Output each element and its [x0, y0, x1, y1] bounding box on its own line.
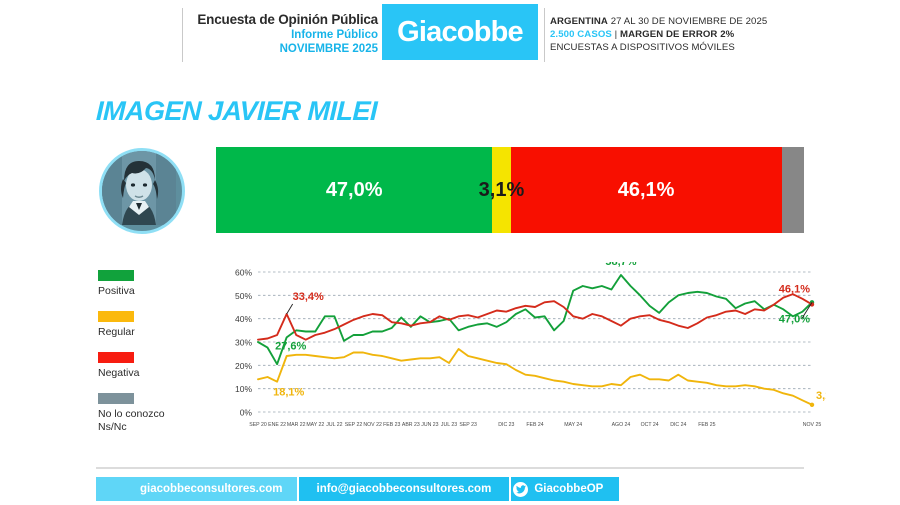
legend-label-negativa: Negativa [98, 367, 140, 379]
footer-bar: giacobbeconsultores.com info@giacobbecon… [96, 477, 620, 501]
chart-annotation: 33,4% [293, 291, 324, 303]
header-divider-left [182, 8, 183, 62]
legend-label-regular: Regular [98, 326, 135, 338]
footer-separator-1 [296, 477, 299, 501]
footer-website[interactable]: giacobbeconsultores.com [96, 477, 297, 501]
legend-item-nsnc: No lo conozco Ns/Nc [98, 393, 213, 434]
legend-swatch-nsnc [98, 393, 134, 404]
meta-dates: 27 AL 30 DE NOVIEMBRE DE 2025 [607, 16, 768, 27]
y-axis-tick-label: 20% [235, 361, 252, 371]
x-axis-tick-label: ABR 23 [402, 422, 420, 428]
giacobbe-logo: Giacobbe [382, 4, 538, 60]
meta-mode: ENCUESTAS A DISPOSITIVOS MÓVILES [550, 42, 735, 54]
x-axis-tick-label: MAY 24 [564, 422, 582, 428]
image-stacked-bar: 47,0% 3,1% 46,1% [216, 147, 804, 233]
header-line-1: Encuesta de Opinión Pública [197, 12, 378, 27]
legend-item-positiva: Positiva [98, 270, 213, 298]
legend-swatch-positiva [98, 270, 134, 281]
footer-twitter-handle: GiacobbeOP [534, 483, 604, 495]
annotation-leader-line [801, 302, 813, 319]
javier-milei-portrait-avatar [99, 148, 185, 234]
page-title: IMAGEN JAVIER MILEI [95, 96, 378, 126]
legend-item-negativa: Negativa [98, 352, 213, 380]
x-axis-tick-label: DIC 23 [498, 422, 514, 428]
x-axis-tick-label: SEP 22 [345, 422, 363, 428]
portrait-illustration [102, 151, 176, 225]
meta-line-country-dates: ARGENTINA 27 AL 30 DE NOVIEMBRE DE 2025 [550, 15, 780, 28]
y-axis-tick-label: 30% [235, 338, 252, 348]
x-axis-tick-label: MAR 22 [287, 422, 306, 428]
footer-separator-2 [509, 477, 512, 501]
series-line-positiva [257, 274, 813, 366]
meta-margin-error: MARGEN DE ERROR 2% [620, 29, 735, 41]
header-divider-right [544, 8, 545, 62]
y-axis-tick-label: 0% [240, 408, 253, 418]
trend-chart-svg: 0%10%20%30%40%50%60%SEP 20 ENE 22 MAR 22 MA… [235, 262, 826, 428]
meta-separator: | [611, 29, 621, 41]
x-axis-tick-label: AGO 24 [612, 422, 631, 428]
annotation-leader-line [286, 303, 294, 315]
legend-label-nsnc: No lo conozco Ns/Nc [98, 408, 165, 433]
bar-label-positiva: 47,0% [325, 178, 383, 201]
chart-legend: Positiva Regular Negativa No lo conozco … [98, 270, 213, 447]
meta-line-cases-error: 2.500 CASOS | MARGEN DE ERROR 2% [550, 28, 780, 41]
meta-country: ARGENTINA [550, 16, 608, 27]
bar-label-regular: 3,1% [478, 178, 525, 201]
series-line-negativa [257, 293, 813, 341]
survey-meta: ARGENTINA 27 AL 30 DE NOVIEMBRE DE 2025 … [550, 15, 780, 55]
footer-email[interactable]: info@giacobbeconsultores.com [298, 477, 510, 501]
chart-annotation: 3,1% [816, 390, 826, 402]
header-line-2: Informe Público [291, 29, 378, 41]
y-axis-tick-label: 50% [235, 291, 252, 301]
series-endpoint-regular [809, 402, 815, 407]
trend-line-chart: 0% 10% 20% 30% 40% 50% 60% SEP 20 ENE 22 MAR 22 MA… [216, 262, 826, 442]
y-axis-tick-label: 10% [235, 384, 252, 394]
x-axis-tick-label: MAY 22 [306, 422, 324, 428]
header-title-block: Encuesta de Opinión Pública Informe Públ… [186, 12, 378, 56]
x-axis-tick-label: OCT 24 [641, 422, 659, 428]
chart-annotation: 58,7% [605, 262, 636, 268]
bar-label-negativa: 46,1% [617, 178, 675, 201]
bar-segment-positiva: 47,0% [216, 147, 493, 233]
x-axis-tick-label: ENE 22 [268, 422, 286, 428]
legend-label-positiva: Positiva [98, 285, 135, 297]
x-axis-tick-label: JUN 23 [421, 422, 438, 428]
bar-segment-regular: 3,1% [479, 147, 524, 233]
x-axis-tick-label: NOV 22 [363, 422, 382, 428]
meta-cases: 2.500 CASOS [550, 29, 612, 41]
legend-item-regular: Regular [98, 311, 213, 339]
x-axis-tick-label: DIC 24 [670, 422, 686, 428]
bar-segment-negativa: 46,1% [510, 147, 782, 233]
footer-twitter[interactable]: GiacobbeOP [511, 477, 620, 501]
report-header: Encuesta de Opinión Pública Informe Públ… [0, 0, 900, 75]
x-axis-tick-label: JUL 22 [326, 422, 342, 428]
x-axis-tick-label: FEB 24 [526, 422, 543, 428]
twitter-glyph [515, 484, 526, 493]
logo-text: Giacobbe [397, 15, 524, 48]
chart-annotation: 46,1% [779, 283, 810, 295]
bar-segment-nsnc [781, 147, 804, 233]
x-axis-tick-label: FEB 23 [383, 422, 400, 428]
y-axis-tick-label: 60% [235, 268, 252, 278]
x-axis-tick-label: SEP 20 [249, 422, 267, 428]
x-axis-tick-label: NOV 25 [803, 422, 822, 428]
x-axis-tick-label: JUL 23 [441, 422, 457, 428]
x-axis-tick-label: SEP 23 [459, 422, 477, 428]
x-axis-tick-label: FEB 25 [698, 422, 715, 428]
chart-annotation: 47,0% [779, 313, 810, 325]
footer-divider [96, 467, 804, 469]
header-line-3: NOVIEMBRE 2025 [279, 43, 378, 55]
legend-swatch-regular [98, 311, 134, 322]
chart-annotation: 27,6% [275, 341, 306, 353]
legend-swatch-negativa [98, 352, 134, 363]
series-line-regular [257, 348, 813, 406]
chart-annotation: 18,1% [273, 387, 304, 399]
twitter-bird-icon [513, 481, 529, 497]
y-axis-tick-label: 40% [235, 314, 252, 324]
